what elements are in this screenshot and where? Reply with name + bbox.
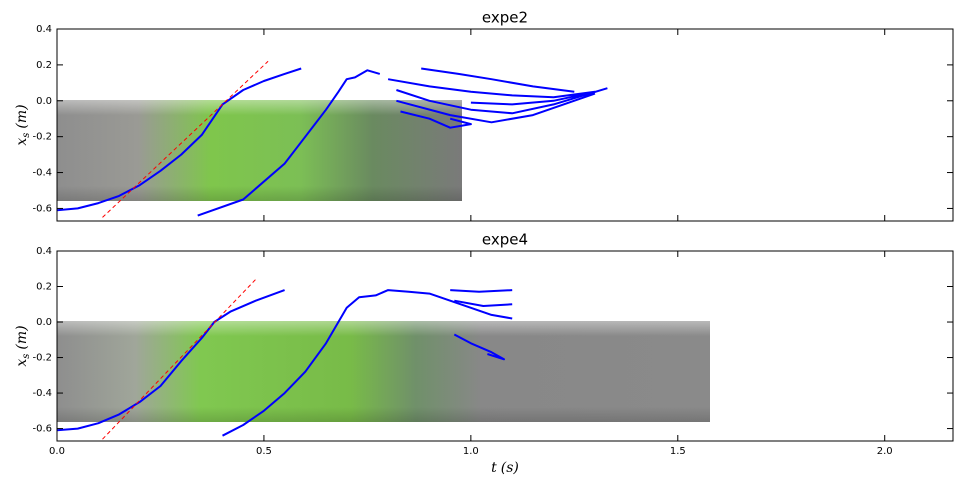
x-tick-label: 2.0 bbox=[877, 446, 893, 457]
label-subscript: s bbox=[21, 133, 32, 138]
chart-title: expe2 bbox=[482, 9, 528, 27]
x-tick-label: 0.0 bbox=[49, 446, 65, 457]
y-tick-label: 0.4 bbox=[36, 246, 52, 257]
label-unit: (m) bbox=[14, 325, 30, 349]
series-line bbox=[450, 289, 513, 361]
y-tick-label: -0.2 bbox=[32, 132, 52, 143]
x-tick-label: 1.5 bbox=[670, 446, 686, 457]
y-tick-label: -0.4 bbox=[32, 388, 52, 399]
y-tick-label: 0.2 bbox=[36, 282, 52, 293]
background-image bbox=[57, 100, 710, 422]
label-symbol: x bbox=[14, 359, 30, 367]
y-tick-label: 0.0 bbox=[36, 96, 52, 107]
y-axis-label: xs (m) bbox=[14, 325, 32, 366]
x-axis-label: t (s) bbox=[491, 460, 519, 476]
label-symbol: t bbox=[491, 460, 497, 476]
label-unit: (s) bbox=[501, 460, 519, 476]
series-line bbox=[222, 289, 513, 437]
axes-frame bbox=[56, 28, 954, 222]
series-line bbox=[56, 289, 285, 432]
label-subscript: s bbox=[21, 354, 32, 359]
series-line bbox=[102, 60, 269, 218]
y-tick-label: 0.2 bbox=[36, 60, 52, 71]
label-unit: (m) bbox=[14, 104, 30, 128]
series-line bbox=[56, 67, 302, 212]
y-axis-label: xs (m) bbox=[14, 104, 32, 145]
series-line bbox=[102, 279, 257, 440]
y-tick-label: 0.0 bbox=[36, 317, 52, 328]
y-tick-label: -0.4 bbox=[32, 168, 52, 179]
series-line bbox=[387, 67, 608, 129]
y-tick-label: 0.4 bbox=[36, 24, 52, 35]
chart-title: expe4 bbox=[482, 231, 528, 249]
y-tick-label: -0.2 bbox=[32, 353, 52, 364]
y-tick-label: -0.6 bbox=[32, 203, 52, 214]
x-tick-label: 1.0 bbox=[463, 446, 479, 457]
x-tick-label: 0.5 bbox=[256, 446, 272, 457]
series-line bbox=[197, 69, 381, 217]
axes-frame bbox=[56, 250, 954, 442]
label-symbol: x bbox=[14, 138, 30, 146]
y-tick-label: -0.6 bbox=[32, 424, 52, 435]
